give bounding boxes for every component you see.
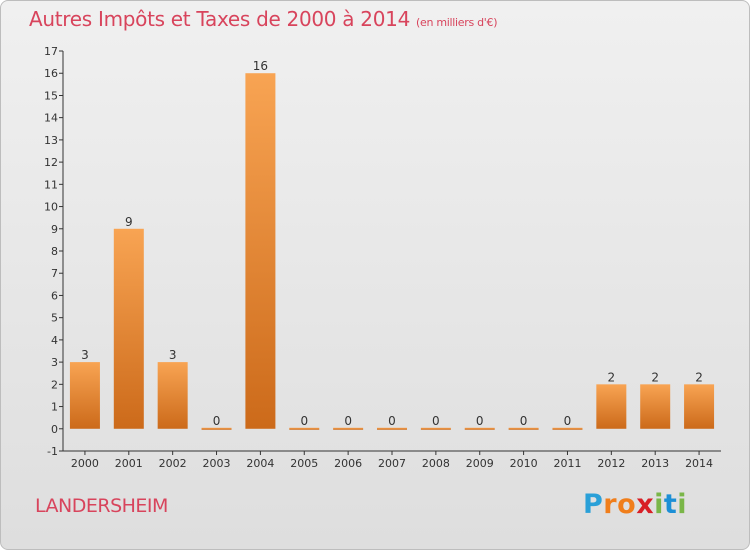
x-tick-label: 2007	[378, 457, 406, 470]
x-tick-label: 2009	[466, 457, 494, 470]
y-tick-label: 17	[44, 45, 58, 58]
x-tick-label: 2001	[115, 457, 143, 470]
y-tick-label: 1	[51, 401, 58, 414]
bar	[289, 427, 320, 430]
x-tick-label: 2006	[334, 457, 362, 470]
data-label: 2	[695, 370, 703, 384]
y-tick-label: 9	[51, 223, 58, 236]
x-tick-label: 2005	[290, 457, 318, 470]
data-label: 0	[432, 414, 440, 428]
y-tick-label: 15	[44, 89, 58, 102]
bar	[245, 73, 276, 429]
logo-letter: P	[583, 489, 604, 520]
chart-title-main: Autres Impôts et Taxes de 2000 à 2014	[29, 7, 410, 31]
data-label: 3	[169, 348, 177, 362]
bar	[333, 427, 364, 430]
logo-letter: t	[663, 489, 678, 520]
y-tick-label: 4	[51, 334, 58, 347]
y-tick-label: 2	[51, 378, 58, 391]
data-label: 16	[253, 59, 268, 73]
bar	[684, 384, 715, 429]
x-tick-label: 2011	[553, 457, 581, 470]
data-label: 9	[125, 215, 133, 229]
bar	[508, 427, 539, 430]
data-label: 0	[344, 414, 352, 428]
data-label: 0	[213, 414, 221, 428]
bar	[640, 384, 671, 429]
data-label: 2	[608, 370, 616, 384]
y-tick-label: 10	[44, 201, 58, 214]
x-tick-label: 2008	[422, 457, 450, 470]
y-tick-label: 8	[51, 245, 58, 258]
bar	[596, 384, 627, 429]
x-tick-label: 2013	[641, 457, 669, 470]
y-tick-label: -1	[47, 445, 58, 458]
data-label: 2	[651, 370, 659, 384]
y-tick-label: 13	[44, 134, 58, 147]
bar	[552, 427, 583, 430]
bar	[420, 427, 451, 430]
x-tick-label: 2002	[159, 457, 187, 470]
x-tick-label: 2000	[71, 457, 99, 470]
bar	[201, 427, 232, 430]
bar	[113, 228, 144, 429]
logo-letter: i	[654, 489, 664, 520]
y-tick-label: 5	[51, 312, 58, 325]
logo-letter: o	[617, 489, 637, 520]
y-tick-label: 6	[51, 289, 58, 302]
x-tick-label: 2003	[203, 457, 231, 470]
data-label: 3	[81, 348, 89, 362]
x-tick-label: 2010	[510, 457, 538, 470]
y-tick-label: 16	[44, 67, 58, 80]
x-tick-label: 2012	[597, 457, 625, 470]
data-label: 0	[300, 414, 308, 428]
bar	[69, 362, 100, 429]
location-name: LANDERSHEIM	[35, 495, 168, 517]
y-tick-label: 7	[51, 267, 58, 280]
x-tick-label: 2014	[685, 457, 713, 470]
bar	[157, 362, 188, 429]
y-tick-label: 11	[44, 178, 58, 191]
logo-letter: r	[603, 489, 618, 520]
data-label: 0	[476, 414, 484, 428]
y-tick-label: 3	[51, 356, 58, 369]
logo-letter: i	[677, 489, 688, 520]
y-tick-label: 12	[44, 156, 58, 169]
data-label: 0	[564, 414, 572, 428]
data-label: 0	[388, 414, 396, 428]
chart-title-unit: (en milliers d'€)	[416, 16, 498, 29]
logo-letter: x	[636, 489, 655, 520]
proxiti-logo: Proxiti	[583, 489, 687, 520]
chart-title: Autres Impôts et Taxes de 2000 à 2014 (en…	[29, 7, 497, 31]
y-tick-label: 0	[51, 423, 58, 436]
y-tick-label: 14	[44, 112, 58, 125]
bar	[377, 427, 407, 430]
bar	[464, 427, 495, 430]
x-tick-label: 2004	[246, 457, 274, 470]
data-label: 0	[520, 414, 528, 428]
